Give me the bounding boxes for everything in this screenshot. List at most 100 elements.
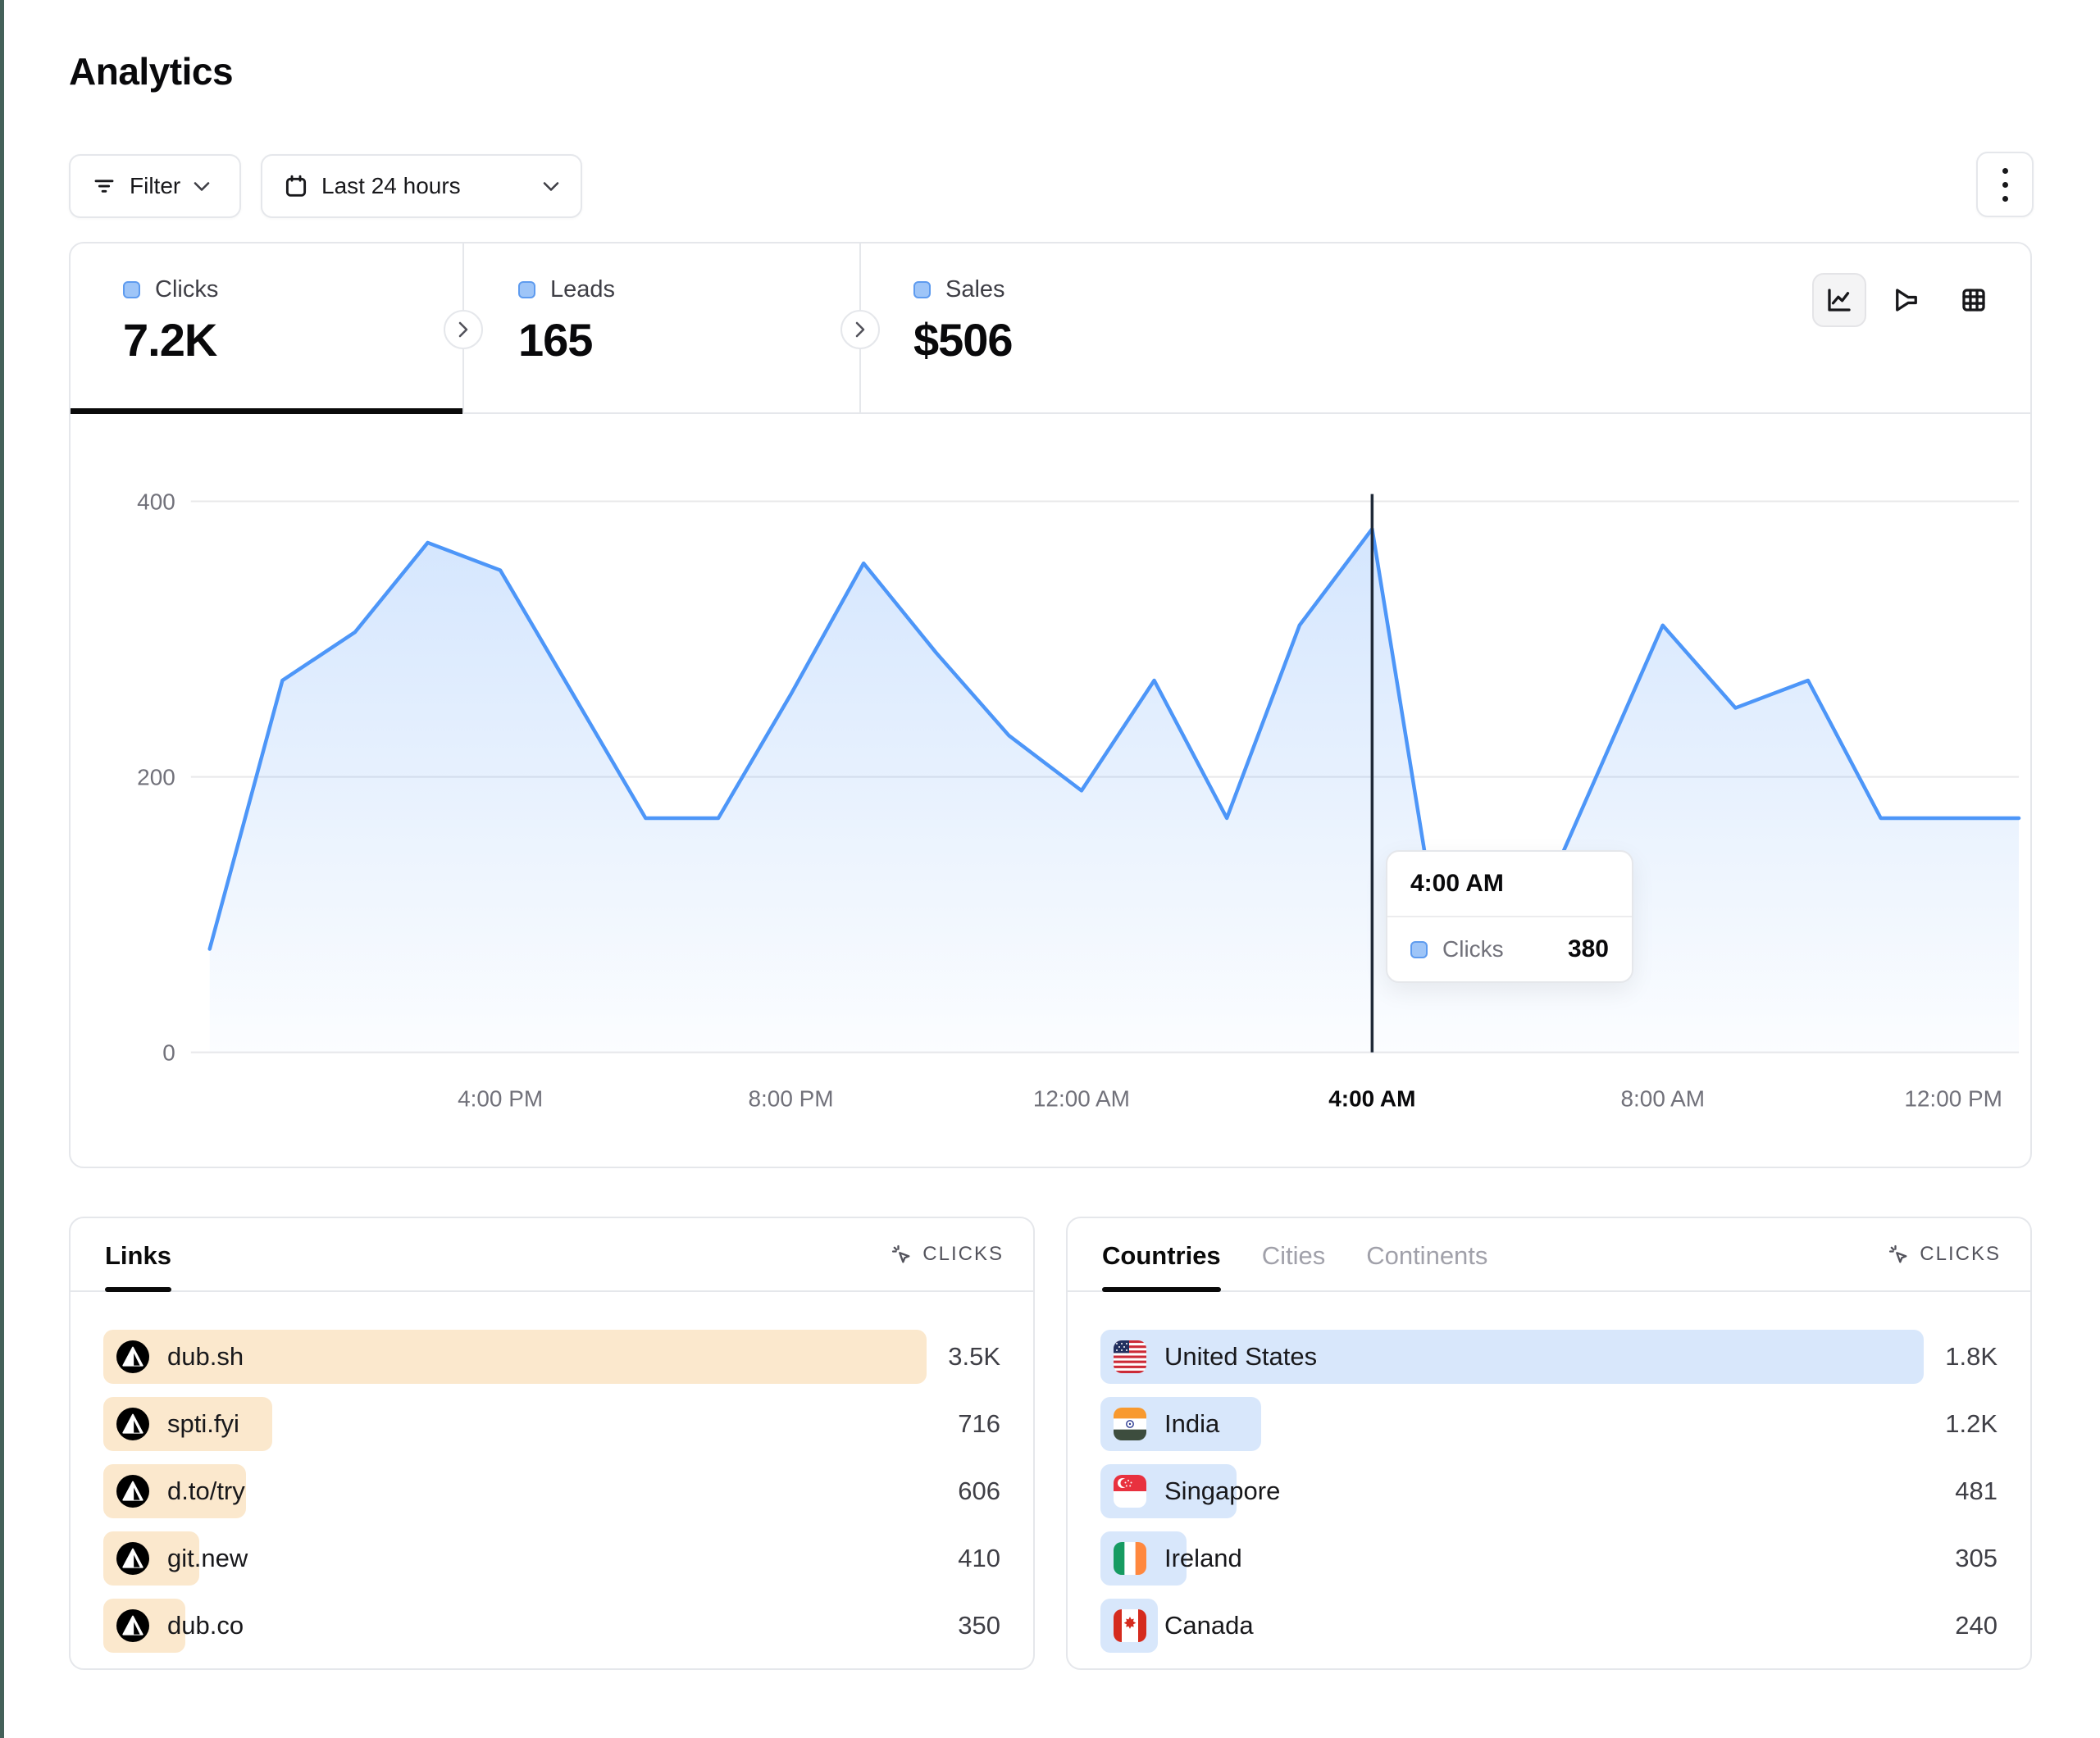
row-clicks-value: 305 bbox=[1955, 1544, 1998, 1572]
svg-text:200: 200 bbox=[137, 765, 175, 790]
analytics-card: Clicks 7.2K Leads 165 Sales $506 bbox=[69, 242, 2032, 1168]
leads-value: 165 bbox=[518, 314, 593, 366]
geo-list: United States 1.8K India 1.2K Singapore 481 Ir… bbox=[1100, 1330, 1998, 1666]
row-clicks-value: 1.8K bbox=[1945, 1342, 1998, 1371]
cursor-click-icon bbox=[1887, 1243, 1910, 1266]
geo-metric-label: CLICKS bbox=[1920, 1243, 2001, 1265]
links-panel-header: Links CLICKS bbox=[71, 1218, 1033, 1292]
links-metric-header[interactable]: CLICKS bbox=[890, 1243, 1004, 1266]
line-chart-icon bbox=[1828, 289, 1851, 312]
country-row[interactable]: United States 1.8K bbox=[1100, 1330, 1998, 1384]
row-label: Ireland bbox=[1164, 1544, 1242, 1572]
page-title: Analytics bbox=[69, 50, 234, 93]
filter-label: Filter bbox=[130, 173, 181, 198]
filter-icon bbox=[92, 174, 116, 198]
svg-text:0: 0 bbox=[162, 1040, 175, 1066]
tab-continents[interactable]: Continents bbox=[1366, 1241, 1488, 1270]
expand-leads-button[interactable] bbox=[840, 310, 880, 349]
funnel-chart-icon bbox=[1896, 289, 1917, 312]
sales-marker-icon bbox=[913, 281, 931, 298]
toggle-line-chart[interactable] bbox=[1812, 273, 1866, 327]
country-row[interactable]: Ireland 305 bbox=[1100, 1531, 1998, 1586]
flag-ca-icon bbox=[1114, 1609, 1146, 1642]
chevron-right-icon bbox=[855, 321, 865, 338]
link-row[interactable]: d.to/try 606 bbox=[103, 1464, 1000, 1518]
row-label: United States bbox=[1164, 1342, 1318, 1371]
chevron-down-icon bbox=[543, 181, 559, 192]
leads-marker-icon bbox=[518, 281, 535, 298]
link-row[interactable]: dub.co 350 bbox=[103, 1599, 1000, 1653]
tooltip-value: 380 bbox=[1567, 935, 1609, 962]
date-range-label: Last 24 hours bbox=[321, 173, 461, 198]
svg-text:8:00 AM: 8:00 AM bbox=[1620, 1085, 1705, 1111]
tooltip-time: 4:00 AM bbox=[1387, 852, 1632, 917]
expand-clicks-button[interactable] bbox=[444, 310, 483, 349]
geo-panel: Countries Cities Continents CLICKS Unite… bbox=[1066, 1217, 2032, 1670]
svg-text:12:00 AM: 12:00 AM bbox=[1033, 1085, 1130, 1111]
row-bar bbox=[103, 1330, 927, 1384]
country-row[interactable]: India 1.2K bbox=[1100, 1397, 1998, 1451]
sales-value: $506 bbox=[913, 314, 1014, 366]
table-grid-icon bbox=[1962, 289, 1985, 312]
row-label: git.new bbox=[167, 1544, 248, 1572]
more-options-button[interactable] bbox=[1976, 152, 2034, 217]
svg-text:4:00 PM: 4:00 PM bbox=[458, 1085, 543, 1111]
filter-button[interactable]: Filter bbox=[69, 154, 241, 218]
dub-logo-icon bbox=[116, 1340, 149, 1373]
window-edge-accent bbox=[0, 0, 4, 1738]
row-clicks-value: 716 bbox=[958, 1409, 1000, 1438]
svg-text:4:00 AM: 4:00 AM bbox=[1328, 1085, 1415, 1111]
kebab-menu-icon bbox=[2002, 164, 2008, 206]
row-bar bbox=[1100, 1330, 1924, 1384]
svg-text:12:00 PM: 12:00 PM bbox=[1904, 1085, 2002, 1111]
row-label: Canada bbox=[1164, 1611, 1254, 1640]
flag-ie-icon bbox=[1114, 1542, 1146, 1575]
link-row[interactable]: dub.sh 3.5K bbox=[103, 1330, 1000, 1384]
row-label: dub.sh bbox=[167, 1342, 244, 1371]
chevron-down-icon bbox=[194, 181, 210, 192]
cursor-click-icon bbox=[890, 1243, 913, 1266]
tab-clicks[interactable]: Clicks 7.2K bbox=[123, 276, 218, 366]
dub-logo-icon bbox=[116, 1408, 149, 1440]
row-clicks-value: 410 bbox=[958, 1544, 1000, 1572]
dub-logo-icon bbox=[116, 1542, 149, 1575]
tab-sales[interactable]: Sales $506 bbox=[913, 276, 1014, 366]
svg-text:400: 400 bbox=[137, 489, 175, 515]
date-range-button[interactable]: Last 24 hours bbox=[261, 154, 582, 218]
tab-countries[interactable]: Countries bbox=[1102, 1241, 1221, 1292]
links-list: dub.sh 3.5K spti.fyi 716 d.to/try 606 git.new 4… bbox=[103, 1330, 1000, 1666]
geo-metric-header[interactable]: CLICKS bbox=[1887, 1243, 2001, 1266]
chart-area: 0 200 400 4:00 PM 8:00 PM 12:00 AM 4:00 AM 8:00… bbox=[71, 414, 2030, 1167]
clicks-marker-icon bbox=[123, 281, 140, 298]
link-row[interactable]: git.new 410 bbox=[103, 1531, 1000, 1586]
leads-tab-label: Leads bbox=[550, 276, 616, 303]
clicks-area-chart[interactable]: 0 200 400 4:00 PM 8:00 PM 12:00 AM 4:00 AM 8:00… bbox=[71, 414, 2030, 1167]
country-row[interactable]: Singapore 481 bbox=[1100, 1464, 1998, 1518]
tab-leads[interactable]: Leads 165 bbox=[518, 276, 615, 366]
flag-sg-icon bbox=[1114, 1475, 1146, 1508]
links-panel: Links CLICKS dub.sh 3.5K spti.fyi 716 d.to/t… bbox=[69, 1217, 1035, 1670]
calendar-icon bbox=[284, 174, 308, 198]
tab-cities[interactable]: Cities bbox=[1261, 1241, 1326, 1270]
row-label: d.to/try bbox=[167, 1476, 245, 1505]
row-clicks-value: 240 bbox=[1955, 1611, 1998, 1640]
clicks-value: 7.2K bbox=[123, 314, 217, 366]
row-label: dub.co bbox=[167, 1611, 244, 1640]
row-label: Singapore bbox=[1164, 1476, 1281, 1505]
svg-text:8:00 PM: 8:00 PM bbox=[748, 1085, 833, 1111]
link-row[interactable]: spti.fyi 716 bbox=[103, 1397, 1000, 1451]
clicks-marker-icon bbox=[1410, 940, 1428, 958]
country-row[interactable]: Canada 240 bbox=[1100, 1599, 1998, 1653]
chart-view-toggles bbox=[1812, 273, 2001, 327]
stats-tab-row: Clicks 7.2K Leads 165 Sales $506 bbox=[71, 243, 2030, 414]
row-clicks-value: 606 bbox=[958, 1476, 1000, 1505]
row-clicks-value: 481 bbox=[1955, 1476, 1998, 1505]
active-tab-underline bbox=[71, 408, 462, 414]
toggle-table-view[interactable] bbox=[1947, 273, 2001, 327]
chevron-right-icon bbox=[458, 321, 468, 338]
dub-logo-icon bbox=[116, 1609, 149, 1642]
tab-links[interactable]: Links bbox=[105, 1241, 171, 1292]
dub-logo-icon bbox=[116, 1475, 149, 1508]
toggle-funnel-chart[interactable] bbox=[1879, 273, 1934, 327]
